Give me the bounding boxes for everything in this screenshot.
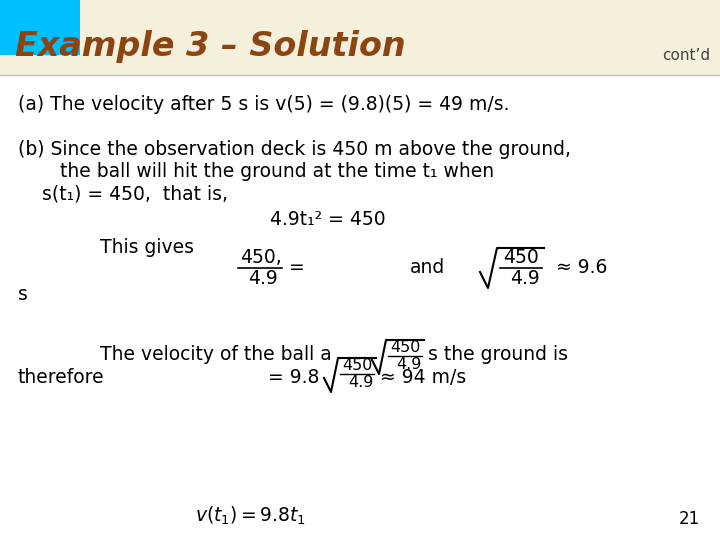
Text: $v(t_1) = 9.8t_1$: $v(t_1) = 9.8t_1$ — [195, 505, 306, 527]
Text: (b) Since the observation deck is 450 m above the ground,: (b) Since the observation deck is 450 m … — [18, 140, 571, 159]
Text: = 9.8: = 9.8 — [268, 368, 320, 387]
Text: therefore: therefore — [18, 368, 104, 387]
Text: (a) The velocity after 5 s is v(5) = (9.8)(5) = 49 m/s.: (a) The velocity after 5 s is v(5) = (9.… — [18, 95, 510, 114]
Text: 450: 450 — [390, 340, 420, 355]
Bar — [0, 0, 720, 75]
Text: s the ground is: s the ground is — [428, 345, 568, 364]
Text: s(t₁) = 450,  that is,: s(t₁) = 450, that is, — [42, 184, 228, 203]
Text: 4.9: 4.9 — [396, 357, 421, 372]
Text: The velocity of the ball a: The velocity of the ball a — [100, 345, 332, 364]
Text: This gives: This gives — [100, 238, 194, 257]
Text: Example 3 – Solution: Example 3 – Solution — [15, 30, 405, 63]
Text: 4.9t₁² = 450: 4.9t₁² = 450 — [270, 210, 386, 229]
Text: 4.9: 4.9 — [348, 375, 374, 390]
Text: cont’d: cont’d — [662, 48, 710, 63]
Text: 450: 450 — [503, 248, 539, 267]
Text: 4.9: 4.9 — [510, 269, 540, 288]
Text: the ball will hit the ground at the time t₁ when: the ball will hit the ground at the time… — [60, 162, 494, 181]
Text: 450,: 450, — [240, 248, 282, 267]
Text: ≈ 94 m/s: ≈ 94 m/s — [380, 368, 467, 387]
Text: ≈ 9.6: ≈ 9.6 — [556, 258, 608, 277]
Text: s: s — [18, 285, 28, 304]
Text: and: and — [410, 258, 445, 277]
Text: 4.9: 4.9 — [248, 269, 278, 288]
Text: 21: 21 — [679, 510, 700, 528]
Bar — [0, 0, 80, 55]
Text: =: = — [289, 258, 305, 277]
Text: 450: 450 — [342, 358, 372, 373]
